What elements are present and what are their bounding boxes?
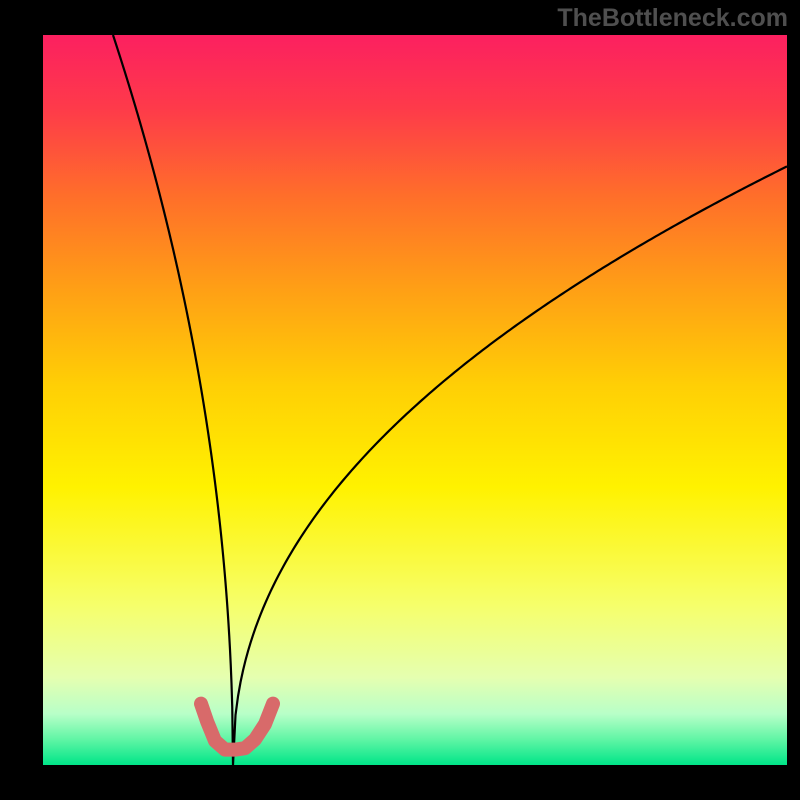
- gradient-background: [43, 35, 787, 765]
- plot-svg: [43, 35, 787, 765]
- plot-area: [43, 35, 787, 765]
- watermark-text: TheBottleneck.com: [557, 4, 788, 33]
